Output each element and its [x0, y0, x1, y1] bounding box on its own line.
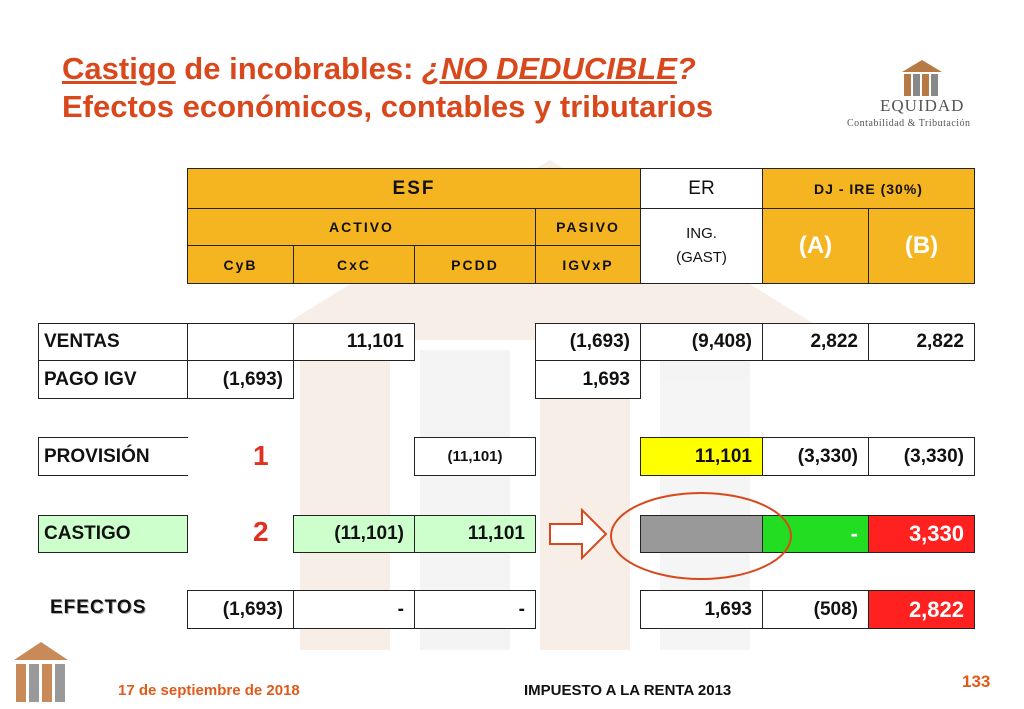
- building-logo-icon: [902, 60, 942, 96]
- header-activo: ACTIVO: [187, 208, 536, 246]
- provision-pcdd: (11,101): [414, 437, 536, 476]
- header-ing: ING.: [686, 225, 717, 242]
- efectos-er: 1,693: [640, 590, 763, 629]
- header-esf: ESF: [187, 168, 641, 209]
- header-b: (B): [868, 208, 975, 284]
- provision-b: (3,330): [868, 437, 975, 476]
- provision-er: 11,101: [640, 437, 763, 476]
- right-arrow-icon: [549, 507, 608, 561]
- row-label-castigo: CASTIGO: [38, 515, 188, 553]
- header-cxc: CxC: [293, 245, 415, 284]
- step-2-label: 2: [253, 516, 269, 547]
- footer-date: 17 de septiembre de 2018: [118, 682, 300, 699]
- ventas-cxc: 11,101: [293, 323, 415, 361]
- logo-name: EQUIDAD: [880, 96, 965, 115]
- row-label-efectos: EFECTOS: [50, 597, 147, 618]
- header-a: (A): [762, 208, 869, 284]
- efectos-cyb: (1,693): [187, 590, 294, 629]
- row-label-provision: PROVISIÓN: [38, 437, 188, 476]
- title-question-mark: ?: [676, 51, 696, 86]
- title-line2: Efectos económicos, contables y tributar…: [62, 89, 714, 124]
- header-ing-gast: ING. (GAST): [640, 208, 763, 284]
- castigo-er: [640, 515, 763, 553]
- efectos-a: (508): [762, 590, 869, 629]
- ventas-er: (9,408): [640, 323, 763, 361]
- row-label-pago-igv: PAGO IGV: [38, 360, 188, 399]
- title-text: de incobrables:: [175, 51, 423, 86]
- step-1-label: 1: [253, 440, 269, 471]
- title-castigo: Castigo: [62, 51, 176, 86]
- castigo-cxc: 11,101: [414, 515, 536, 553]
- header-dj: DJ - IRE (30%): [762, 168, 975, 209]
- header-pasivo: PASIVO: [535, 208, 641, 246]
- title-question: ¿NO DEDUCIBLE: [422, 51, 677, 86]
- castigo-b: 3,330: [868, 515, 975, 553]
- pago-igv-cyb: (1,693): [187, 360, 294, 399]
- header-er: ER: [640, 168, 763, 209]
- header-gast: (GAST): [676, 249, 727, 266]
- efectos-cxc: -: [293, 590, 415, 629]
- footer-building-icon: [14, 642, 68, 702]
- page-title: Castigo de incobrables: ¿NO DEDUCIBLE? E…: [62, 50, 713, 126]
- ventas-a: 2,822: [762, 323, 869, 361]
- ventas-igvxp: (1,693): [535, 323, 641, 361]
- pago-igv-igvxp: 1,693: [535, 360, 641, 399]
- row-label-ventas: VENTAS: [38, 323, 188, 361]
- highlight-ellipse: [610, 492, 792, 580]
- footer-title: IMPUESTO A LA RENTA 2013: [524, 682, 732, 699]
- castigo-cyb: (11,101): [293, 515, 415, 553]
- page-number: 133: [962, 672, 991, 691]
- ventas-cyb: [187, 323, 294, 361]
- header-pcdd: PCDD: [414, 245, 536, 284]
- efectos-pcdd: -: [414, 590, 536, 629]
- provision-a: (3,330): [762, 437, 869, 476]
- ventas-b: 2,822: [868, 323, 975, 361]
- header-cyb: CyB: [187, 245, 294, 284]
- logo-subtitle: Contabilidad & Tributación: [847, 118, 971, 129]
- castigo-a: -: [762, 515, 869, 553]
- efectos-b: 2,822: [868, 590, 975, 629]
- header-igvxp: IGVxP: [535, 245, 641, 284]
